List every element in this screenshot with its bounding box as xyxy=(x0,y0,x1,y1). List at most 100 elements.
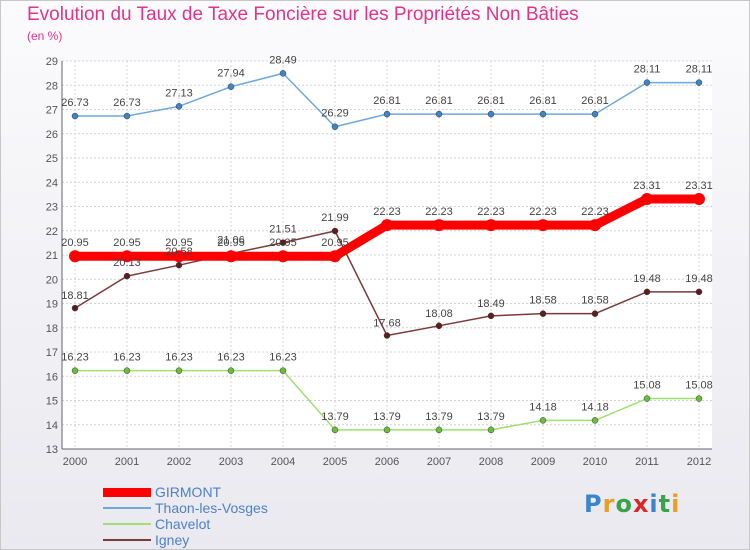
data-label: 18.58 xyxy=(529,295,557,307)
data-point xyxy=(435,110,443,118)
data-label: 16.23 xyxy=(165,352,193,364)
data-label: 13.79 xyxy=(477,411,505,423)
x-tick-label: 2001 xyxy=(115,456,139,468)
data-point xyxy=(695,79,703,86)
data-point xyxy=(329,250,341,263)
data-point xyxy=(123,272,131,280)
x-tick-label: 2003 xyxy=(219,456,243,468)
legend-label: Chavelot xyxy=(155,516,211,532)
data-label: 16.23 xyxy=(61,352,89,364)
data-label: 23.31 xyxy=(685,180,713,192)
legend-item: Chavelot xyxy=(103,516,268,532)
logo-letter: i xyxy=(671,490,681,518)
data-point xyxy=(227,367,235,374)
logo-letter: r xyxy=(602,490,616,518)
x-tick-label: 2011 xyxy=(635,456,659,468)
data-label: 15.08 xyxy=(633,380,661,392)
legend-label: GIRMONT xyxy=(155,484,222,500)
y-tick-label: 19 xyxy=(46,299,58,311)
data-point xyxy=(643,288,651,296)
data-label: 18.08 xyxy=(425,308,453,320)
data-point xyxy=(539,110,547,118)
data-label: 28.11 xyxy=(686,64,713,76)
data-point xyxy=(539,310,547,317)
logo-letter: o xyxy=(615,490,633,518)
data-label: 26.81 xyxy=(373,95,401,107)
y-tick-label: 26 xyxy=(46,129,58,141)
data-label: 21.99 xyxy=(321,212,349,224)
legend-item: GIRMONT xyxy=(103,484,268,500)
data-label: 26.81 xyxy=(581,95,609,107)
chart-title: Evolution du Taux de Taxe Foncière sur l… xyxy=(27,4,579,25)
data-point xyxy=(589,219,601,232)
y-tick-label: 21 xyxy=(46,250,58,262)
data-label: 26.73 xyxy=(113,97,141,109)
data-label: 22.23 xyxy=(477,206,505,218)
legend-item: Igney xyxy=(103,532,268,548)
data-point xyxy=(641,192,653,205)
data-point xyxy=(487,312,495,320)
data-label: 21.51 xyxy=(269,224,297,236)
legend-label: Thaon-les-Vosges xyxy=(155,500,268,516)
data-point xyxy=(123,112,131,120)
data-point xyxy=(279,239,287,246)
y-tick-label: 24 xyxy=(46,177,58,189)
data-point xyxy=(331,123,339,130)
y-tick-label: 13 xyxy=(46,444,58,456)
data-label: 21.06 xyxy=(217,235,245,247)
data-point xyxy=(487,110,495,118)
data-label: 27.94 xyxy=(217,68,245,80)
data-point xyxy=(331,426,339,434)
data-label: 22.23 xyxy=(425,206,453,218)
data-point xyxy=(383,332,391,339)
data-label: 20.13 xyxy=(113,257,141,269)
data-point xyxy=(433,219,445,232)
legend-swatch xyxy=(103,539,151,541)
data-label: 26.81 xyxy=(529,95,557,107)
data-point xyxy=(539,417,547,424)
data-label: 13.79 xyxy=(321,411,349,423)
data-point xyxy=(71,112,79,120)
data-label: 18.81 xyxy=(61,290,89,302)
data-point xyxy=(175,103,183,110)
data-label: 26.81 xyxy=(425,95,453,107)
data-point xyxy=(173,250,185,263)
y-tick-label: 22 xyxy=(46,226,58,238)
data-label: 20.95 xyxy=(61,237,89,249)
data-point xyxy=(537,219,549,232)
data-label: 20.95 xyxy=(217,237,245,249)
x-tick-label: 2008 xyxy=(479,456,503,468)
data-label: 23.31 xyxy=(633,180,661,192)
x-tick-label: 2007 xyxy=(427,456,451,468)
data-point xyxy=(435,322,443,330)
data-label: 20.58 xyxy=(165,246,193,258)
legend-swatch xyxy=(103,523,151,525)
data-label: 19.48 xyxy=(633,273,661,285)
data-point xyxy=(435,426,443,434)
data-label: 14.18 xyxy=(529,401,557,413)
data-point xyxy=(225,250,237,263)
x-tick-label: 2002 xyxy=(167,456,191,468)
data-label: 20.95 xyxy=(321,237,349,249)
data-point xyxy=(487,426,495,434)
data-label: 28.11 xyxy=(634,64,661,76)
legend-item: Thaon-les-Vosges xyxy=(103,500,268,516)
data-label: 16.23 xyxy=(113,352,141,364)
x-tick-label: 2009 xyxy=(531,456,555,468)
data-point xyxy=(71,367,79,374)
proxiti-logo: Proxiti xyxy=(584,490,680,518)
data-point xyxy=(693,192,705,205)
data-label: 16.23 xyxy=(269,352,297,364)
data-label: 26.81 xyxy=(477,95,505,107)
data-point xyxy=(69,250,81,263)
x-tick-label: 2010 xyxy=(583,456,607,468)
data-point xyxy=(643,395,651,402)
y-tick-label: 16 xyxy=(46,371,58,383)
data-label: 13.79 xyxy=(425,411,453,423)
data-point xyxy=(383,426,391,434)
logo-letter: x xyxy=(632,490,650,518)
y-tick-label: 14 xyxy=(46,420,58,432)
y-tick-label: 20 xyxy=(46,274,58,286)
y-tick-label: 28 xyxy=(46,80,58,92)
y-tick-label: 25 xyxy=(46,153,58,165)
